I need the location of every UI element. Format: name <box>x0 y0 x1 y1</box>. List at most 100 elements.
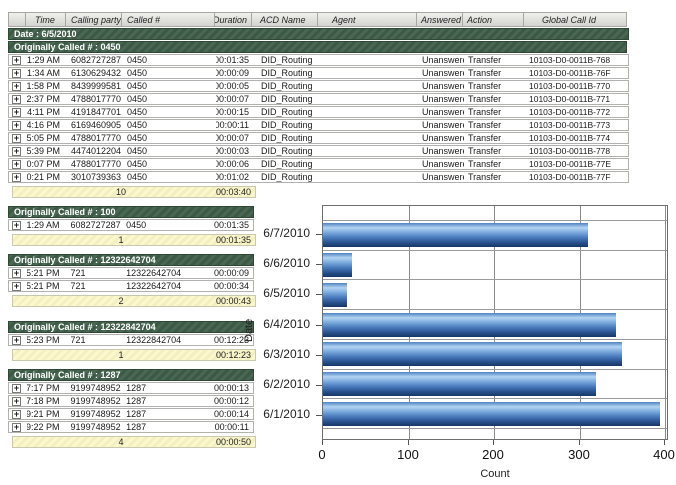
x-axis-title: Count <box>480 468 510 480</box>
table-row: +5:05 PM 4788017770 0450 00:00:07 DID_Routin… <box>8 132 629 144</box>
expand-icon[interactable]: + <box>12 281 21 291</box>
expand-icon[interactable]: + <box>12 81 21 91</box>
x-axis-tick <box>408 440 409 445</box>
cell-time: 9:22 PM <box>26 422 60 432</box>
chart-band <box>323 249 667 280</box>
summary-count: 1 <box>118 235 124 245</box>
column-header-duration: Duration <box>215 12 252 27</box>
cell-time: 11:29 AM <box>26 220 60 230</box>
cell-calling-party: 721 <box>70 335 86 345</box>
summary-spacer <box>13 437 27 447</box>
table-row: +5:21 PM 721 12322642704 00:00:34 <box>8 280 254 292</box>
cell-time: 10:21 PM <box>27 172 60 182</box>
cell-agent <box>319 107 418 117</box>
column-header-action: Action <box>463 12 524 27</box>
cell-duration: 00:00:09 <box>214 268 249 278</box>
chart-bar <box>323 371 596 396</box>
cell-agent <box>319 159 418 169</box>
expand-icon[interactable]: + <box>12 383 21 393</box>
cell-called: 12322642704 <box>126 268 182 278</box>
column-header-time: Time <box>26 12 66 27</box>
expand-icon[interactable]: + <box>12 422 21 432</box>
cell-duration: 00:00:03 <box>216 146 249 156</box>
expand-icon[interactable]: + <box>12 133 21 143</box>
cell-calling-party: 8439999581 <box>71 81 122 91</box>
expand-icon[interactable]: + <box>12 107 21 117</box>
cell-time: 10:07 PM <box>27 159 60 169</box>
expand-icon[interactable]: + <box>12 55 21 65</box>
expand-icon[interactable]: + <box>12 268 21 278</box>
group-header: Originally Called # : 1287 <box>8 369 254 381</box>
expand-icon[interactable]: + <box>12 172 21 182</box>
cell-calling-party: 6169460905 <box>71 120 122 130</box>
cell-acd-name: DID_Routing <box>261 159 313 169</box>
summary-total-duration: 00:01:35 <box>215 235 251 245</box>
cell-answered: Unanswered <box>422 68 464 78</box>
cell-global-call-id: 10103-D0-0011B-774 <box>529 133 611 143</box>
summary-total-duration: 00:00:50 <box>215 437 251 447</box>
cell-answered: Unanswered <box>422 159 464 169</box>
y-axis-label: 6/6/2010 <box>263 256 310 271</box>
cell-time: 7:18 PM <box>26 396 60 406</box>
table-row: +11:29 AM 6082727287 0450 00:01:35 <box>8 219 254 231</box>
cell-answered: Unanswered <box>422 81 464 91</box>
expand-icon[interactable]: + <box>12 396 21 406</box>
cell-expand: + <box>9 172 27 182</box>
cell-action: Transfer <box>468 159 502 169</box>
cell-expand: + <box>9 55 27 65</box>
cell-answered: Unanswered <box>422 94 464 104</box>
chart-bar <box>323 312 616 337</box>
y-axis-label: 6/5/2010 <box>263 286 310 301</box>
cell-duration: 00:00:05 <box>216 81 249 91</box>
expand-icon[interactable]: + <box>12 68 21 78</box>
cell-expand: + <box>9 383 27 393</box>
cell-calling-party: 9199748952 <box>70 409 121 419</box>
cell-expand: + <box>9 268 27 278</box>
table-row: +9:21 PM 9199748952 1287 00:00:14 <box>8 408 254 420</box>
cell-agent <box>319 120 418 130</box>
expand-icon[interactable]: + <box>12 335 21 345</box>
y-axis-label: 6/3/2010 <box>263 346 310 361</box>
expand-icon[interactable]: + <box>12 146 21 156</box>
cell-called: 0450 <box>127 120 148 130</box>
cell-expand: + <box>9 68 27 78</box>
cell-time: 5:21 PM <box>26 281 60 291</box>
expand-icon[interactable]: + <box>12 220 21 230</box>
expand-icon[interactable]: + <box>12 159 21 169</box>
cell-expand: + <box>9 220 27 230</box>
cell-called: 1287 <box>126 383 147 393</box>
cell-called: 0450 <box>127 81 148 91</box>
column-header-answered: Answered <box>417 12 463 27</box>
cell-called: 1287 <box>126 422 147 432</box>
cell-global-call-id: 10103-D0-0011B-77E <box>529 159 612 169</box>
cell-expand: + <box>9 133 27 143</box>
cell-acd-name: DID_Routing <box>261 146 313 156</box>
summary-spacer <box>13 187 27 197</box>
expand-icon[interactable]: + <box>12 120 21 130</box>
cell-global-call-id: 10103-D0-0011B-772 <box>529 107 611 117</box>
cell-called: 12322842704 <box>126 335 182 345</box>
expand-icon[interactable]: + <box>12 409 21 419</box>
cell-agent <box>319 68 418 78</box>
cell-called: 0450 <box>127 107 148 117</box>
cell-time: 5:21 PM <box>26 268 60 278</box>
cell-called: 1287 <box>126 409 147 419</box>
x-axis-tick <box>322 440 323 445</box>
cell-duration: 00:00:11 <box>214 422 249 432</box>
expand-icon[interactable]: + <box>12 94 21 104</box>
cell-global-call-id: 10103-D0-0011B-768 <box>529 55 611 65</box>
x-axis-tick-label: 200 <box>482 447 504 462</box>
cell-acd-name: DID_Routing <box>261 81 313 91</box>
cell-called: 12322642704 <box>126 281 182 291</box>
cell-global-call-id: 10103-D0-0011B-773 <box>529 120 611 130</box>
cell-expand: + <box>9 422 27 432</box>
date-group-header: Date : 6/5/2010 <box>8 28 629 40</box>
y-axis-tick <box>316 355 322 356</box>
cell-acd-name: DID_Routing <box>261 107 313 117</box>
chart-band <box>323 220 667 250</box>
group-header: Originally Called # : 12322642704 <box>8 254 254 266</box>
cell-action: Transfer <box>468 120 502 130</box>
cell-answered: Unanswered <box>422 55 464 65</box>
y-axis-tick <box>316 325 322 326</box>
table-row: +5:21 PM 721 12322642704 00:00:09 <box>8 267 254 279</box>
